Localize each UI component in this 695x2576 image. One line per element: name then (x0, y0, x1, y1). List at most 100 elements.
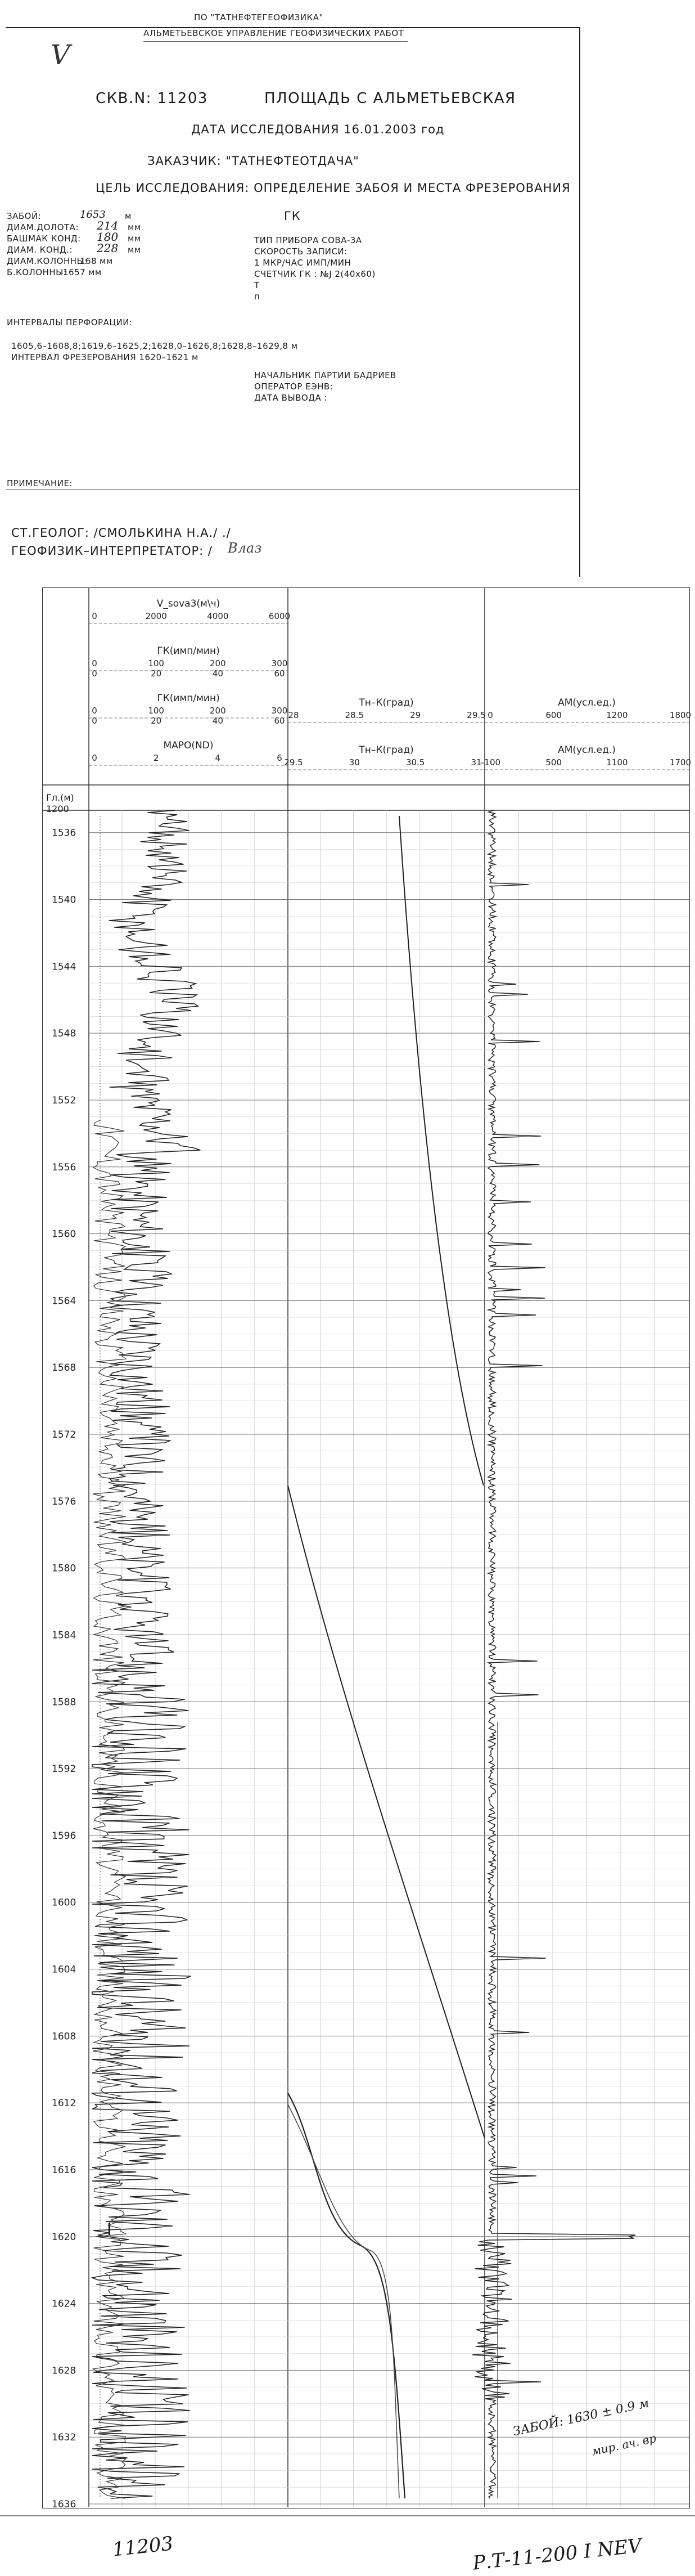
track-header-name: ГК(имп/мин) (157, 645, 219, 657)
am-curve (472, 810, 636, 2499)
depth-tick-label: 1572 (52, 1429, 76, 1440)
track-header-tick: 40 (213, 668, 223, 679)
track-header-name: V_sova3(м\ч) (157, 598, 220, 609)
track-header-name: АМ(усл.ед.) (558, 744, 616, 756)
org-line2: АЛЬМЕТЬЕВСКОЕ УПРАВЛЕНИЕ ГЕОФИЗИЧЕСКИХ Р… (143, 28, 404, 38)
party-chief: НАЧАЛЬНИК ПАРТИИ БАДРИЕВ (254, 370, 396, 380)
depth-tick-label: 1556 (52, 1162, 76, 1173)
perforation-title: ИНТЕРВАЛЫ ПЕРФОРАЦИИ: (7, 317, 133, 327)
depth-tick-label: 1596 (52, 1830, 76, 1842)
gk-curve (92, 1119, 128, 2499)
track-header-tick: 29.5 (284, 757, 303, 768)
depth-tick-label: 1608 (52, 2031, 76, 2042)
track-header-name: АМ(усл.ед.) (558, 697, 616, 708)
depth-tick-label: 1548 (52, 1028, 76, 1039)
track-header-tick: 31 (471, 757, 481, 768)
track-header-tick: –100 (480, 757, 500, 768)
track-header-tick: 40 (213, 716, 223, 726)
output-date: ДАТА ВЫВОДА : (254, 393, 328, 403)
depth-tick-label: 1636 (52, 2499, 76, 2510)
log-labels: 1536 1540 1544 1548 1552 1556 1560 1564 1568 1572… (52, 598, 691, 2510)
track-header-name: Тн–К(град) (358, 697, 413, 708)
depth-tick-label: 1592 (52, 1763, 76, 1775)
track-header-tick: 29 (410, 710, 421, 720)
track-header-tick: 0 (92, 716, 97, 726)
handwritten-tick: V (51, 39, 70, 71)
maro-curve (90, 810, 201, 2499)
track-header-tick: 300 (272, 658, 288, 668)
area-name: ПЛОЩАДЬ С АЛЬМЕТЬЕВСКАЯ (264, 90, 516, 107)
depth-tick-label: 1624 (52, 2299, 76, 2310)
header-box (6, 27, 580, 577)
track-header-tick: 0 (92, 611, 97, 621)
log-grid (42, 587, 689, 2507)
temp-curve-4 (287, 2104, 400, 2499)
track-header-tick: 500 (545, 757, 562, 768)
org-line1: ПО "ТАТНЕФТЕГЕОФИЗИКА" (194, 12, 323, 23)
track-header-tick: 1700 (670, 757, 691, 768)
depth-tick-label: 1584 (52, 1630, 76, 1641)
survey-date: ДАТА ИССЛЕДОВАНИЯ 16.01.2003 год (191, 123, 445, 136)
depth-tick-label: 1580 (52, 1563, 76, 1574)
track-header-tick: 6 (277, 753, 282, 763)
customer: ЗАКАЗЧИК: "ТАТНЕФТЕОТДАЧА" (147, 154, 359, 168)
gk-label: ГК (284, 209, 301, 223)
track-header-tick: 1100 (606, 757, 628, 768)
depth-tick-label: 1588 (52, 1697, 76, 1708)
depth-tick-label: 1628 (52, 2365, 76, 2376)
interpreter-line: ГЕОФИЗИК–ИНТЕРПРЕТАТОР: / (11, 544, 213, 558)
track-header-tick: 200 (210, 658, 226, 668)
depth-start: 1200 (46, 804, 69, 814)
track-header-tick: 60 (274, 668, 285, 679)
perforation-intervals: 1605,6–1608,8;1619,6–1625,2;1628,0–1626,… (11, 341, 298, 351)
log-curves (90, 810, 636, 2499)
track-header-tick: 4 (215, 753, 221, 763)
track-header-name: ГК(имп/мин) (157, 693, 219, 704)
track-header-tick: 6000 (269, 611, 290, 621)
temp-curve-2 (287, 1485, 485, 2139)
depth-tick-label: 1544 (52, 961, 76, 972)
interpreter-signature: Влаз (228, 540, 262, 556)
geologist-line: СТ.ГЕОЛОГ: /СМОЛЬКИНА Н.А./ ./ (11, 526, 231, 540)
depth-tick-label: 1536 (52, 828, 76, 839)
track-header-tick: 0 (92, 753, 97, 763)
track-header-tick: 200 (210, 706, 226, 716)
depth-tick-label: 1568 (52, 1362, 76, 1374)
depth-tick-label: 1564 (52, 1295, 76, 1307)
survey-purpose: ЦЕЛЬ ИССЛЕДОВАНИЯ: ОПРЕДЕЛЕНИЕ ЗАБОЯ И М… (96, 181, 571, 195)
track-header-tick: 28 (288, 710, 299, 720)
temp-curve-1 (399, 815, 484, 1486)
depth-tick-label: 1616 (52, 2165, 76, 2176)
track-header-tick: 0 (92, 706, 97, 716)
depth-tick-label: 1552 (52, 1095, 76, 1106)
depth-tick-label: 1576 (52, 1496, 76, 1507)
depth-tick-label: 1604 (52, 1964, 76, 1976)
depth-tick-label: 1612 (52, 2098, 76, 2109)
track-header-tick: 100 (148, 658, 164, 668)
track-header-tick: 600 (545, 710, 562, 720)
depth-tick-label: 1632 (52, 2432, 76, 2443)
track-header-tick: 1200 (606, 710, 628, 720)
depth-tick-label: 1560 (52, 1229, 76, 1240)
track-header-name: Тн–К(град) (358, 744, 413, 756)
track-header-tick: 20 (151, 716, 161, 726)
depth-header: Гл.(м) (46, 792, 74, 803)
track-header-tick: 0 (488, 710, 493, 720)
track-header-tick: 100 (148, 706, 164, 716)
track-header-tick: 0 (92, 658, 97, 668)
track-header-tick: 2 (154, 753, 159, 763)
track-header-tick: 2000 (146, 611, 167, 621)
track-header-tick: 30.5 (406, 757, 425, 768)
track-header-name: МАРО(ND) (163, 740, 213, 751)
track-header-tick: 0 (92, 668, 97, 679)
log-frame (42, 587, 690, 2508)
milling-interval: ИНТЕРВАЛ ФРЕЗЕРОВАНИЯ 1620–1621 м (11, 352, 198, 362)
track-header-tick: 20 (151, 668, 161, 679)
track-header-tick: 30 (349, 757, 360, 768)
depth-tick-label: 1600 (52, 1897, 76, 1909)
note-label: ПРИМЕЧАНИЕ: (7, 478, 73, 488)
track-header-tick: 28.5 (345, 710, 364, 720)
operator: ОПЕРАТОР ЕЭНВ: (254, 382, 333, 392)
track-header-tick: 1800 (670, 710, 691, 720)
